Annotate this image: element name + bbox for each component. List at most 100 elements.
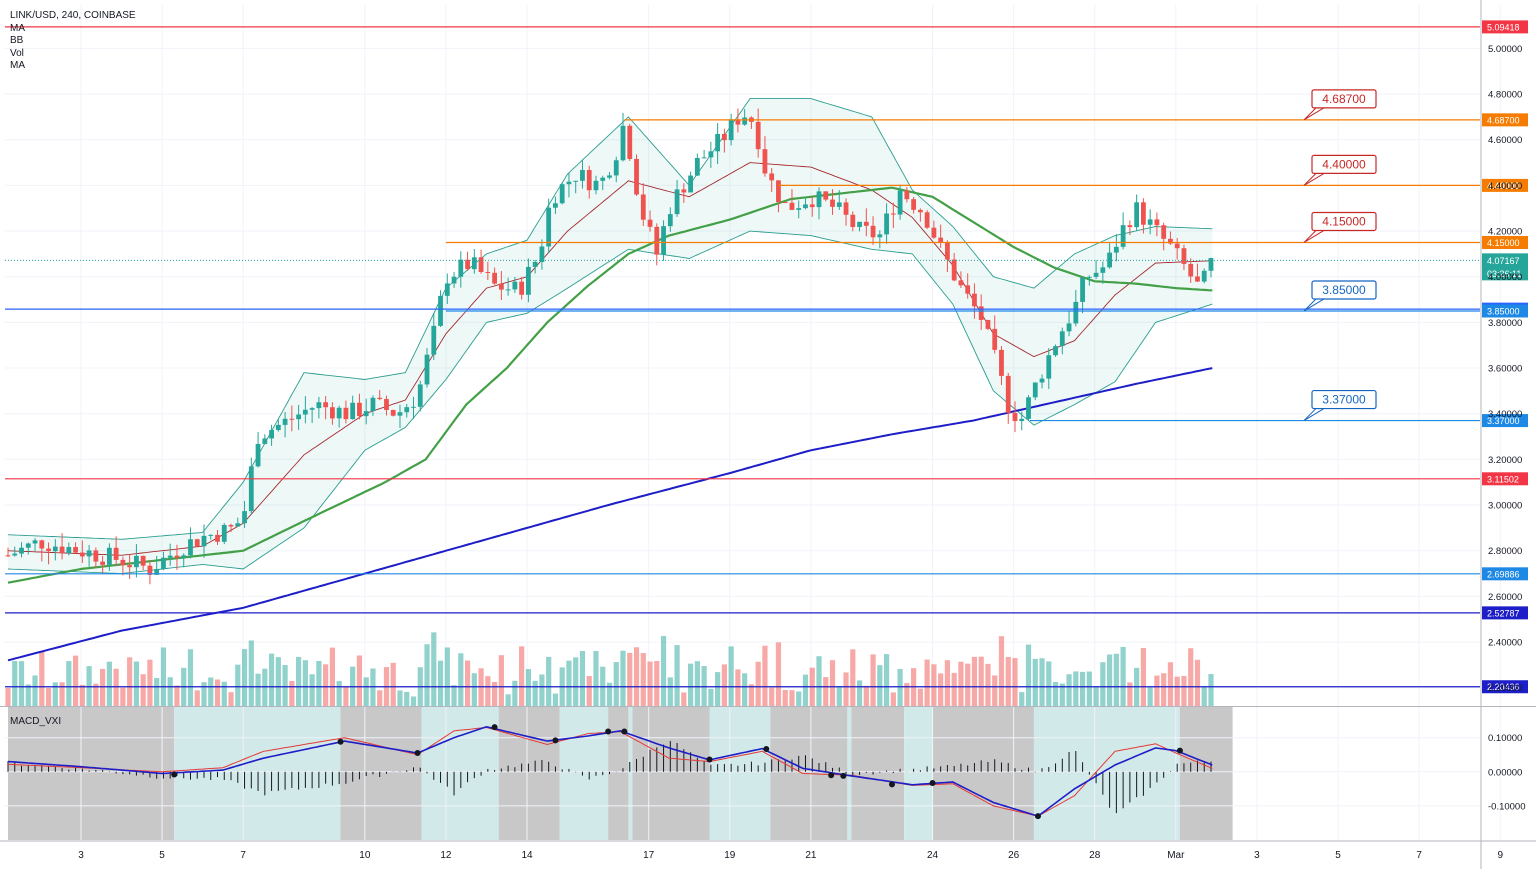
volume-bar <box>106 661 112 706</box>
volume-bar <box>1167 662 1174 706</box>
volume-bar <box>1181 675 1187 706</box>
volume-bar <box>167 677 173 706</box>
bollinger-fill <box>8 98 1213 574</box>
candle-up <box>66 547 72 554</box>
volume-bar <box>262 668 268 706</box>
volume-bar <box>593 650 599 706</box>
volume-bar <box>863 685 869 706</box>
volume-bar <box>431 632 437 706</box>
volume-bar <box>18 661 25 706</box>
candle-up <box>188 539 193 556</box>
volume-bar <box>187 649 194 706</box>
candle-up <box>857 221 862 228</box>
candle-down <box>73 547 78 553</box>
volume-bar <box>667 677 673 706</box>
volume-bar <box>147 659 153 706</box>
indicator-ma[interactable]: MA <box>10 22 25 34</box>
candle-down <box>1195 276 1200 282</box>
volume-bar <box>1120 646 1126 706</box>
volume-bar <box>282 664 288 706</box>
level-axis-tag <box>1482 178 1528 192</box>
symbol-line[interactable]: LINK/USD, 240, COINBASE <box>10 10 136 21</box>
candle-up <box>1019 418 1025 422</box>
indicator-vol[interactable]: Vol <box>10 47 24 59</box>
volume-bar <box>485 676 491 706</box>
macd-cross-marker <box>337 738 344 745</box>
price-tick-label: 3.40000 <box>1488 409 1522 420</box>
candle-up <box>134 555 139 568</box>
candle-down <box>1174 243 1180 249</box>
candle-up <box>559 184 565 204</box>
volume-bar <box>1012 658 1018 706</box>
candle-up <box>742 117 748 125</box>
volume-bar <box>1079 671 1086 706</box>
volume-bar <box>640 653 646 706</box>
candle-down <box>755 121 761 150</box>
candle-down <box>924 212 930 228</box>
volume-bar <box>938 673 944 706</box>
volume-bar <box>613 662 619 706</box>
callout-label: 4.40000 <box>1322 157 1366 171</box>
candle-down <box>194 539 200 547</box>
volume-bar <box>633 647 640 706</box>
candle-down <box>127 565 133 568</box>
price-tick-label: 4.80000 <box>1488 90 1522 101</box>
candle-down <box>917 209 923 213</box>
macd-zone-up <box>904 707 933 840</box>
time-tick-label: 17 <box>643 850 655 861</box>
level-axis-label: 4.68700 <box>1487 115 1520 125</box>
volume-bar <box>302 660 308 706</box>
time-tick-label: 5 <box>1335 850 1341 861</box>
volume-bar <box>1052 682 1059 706</box>
callout-label: 4.68700 <box>1322 92 1366 106</box>
candle-up <box>532 261 538 267</box>
candle-down <box>120 559 126 566</box>
volume-bar <box>1147 687 1153 706</box>
volume-bar <box>735 669 741 706</box>
volume-bar <box>59 682 65 706</box>
indicator-bb[interactable]: BB <box>10 35 24 47</box>
level-axis-tag <box>1482 304 1528 318</box>
volume-bar <box>248 640 254 706</box>
volume-bar <box>1194 659 1201 706</box>
indicator-ma-2[interactable]: MA <box>10 60 25 72</box>
volume-bar <box>174 685 180 706</box>
macd-title[interactable]: MACD_VXI <box>10 716 62 727</box>
countdown-label: 03:26:11 <box>1487 269 1521 279</box>
volume-bar <box>32 675 38 706</box>
volume-bar <box>309 674 315 706</box>
level-axis-tag <box>1482 20 1528 34</box>
macd-cross-marker <box>828 772 835 779</box>
level-axis-label: 2.52787 <box>1487 608 1520 618</box>
volume-bar <box>728 646 734 706</box>
chart-legend: LINK/USD, 240, COINBASE MA BB Vol MA <box>10 10 136 73</box>
volume-bar <box>512 680 518 706</box>
candle-down <box>498 283 504 290</box>
callout-pointer <box>1303 172 1325 186</box>
volume-bar <box>769 687 775 706</box>
volume-bar <box>1032 658 1038 706</box>
candle-up <box>444 283 450 296</box>
ma-green-line <box>7 186 1213 584</box>
candle-down <box>958 280 964 286</box>
candle-up <box>1100 267 1106 273</box>
volume-bar <box>904 683 910 706</box>
volume-bar <box>343 686 349 706</box>
volume-bar <box>12 661 18 706</box>
candle-up <box>607 175 612 178</box>
candle-down <box>945 242 950 260</box>
candle-down <box>377 397 383 400</box>
callout-pointer <box>1303 230 1325 243</box>
candle-up <box>553 203 558 208</box>
ma-blue-line <box>7 367 1213 662</box>
candle-up <box>1039 378 1045 383</box>
volume-bar <box>802 674 809 706</box>
volume-bar <box>505 694 511 706</box>
volume-bar <box>573 657 579 706</box>
price-tick-label: 5.00000 <box>1488 44 1522 55</box>
volume-bar <box>566 660 572 706</box>
candle-down <box>1005 375 1011 413</box>
volume-bar <box>377 690 383 706</box>
volume-bar <box>444 647 450 706</box>
